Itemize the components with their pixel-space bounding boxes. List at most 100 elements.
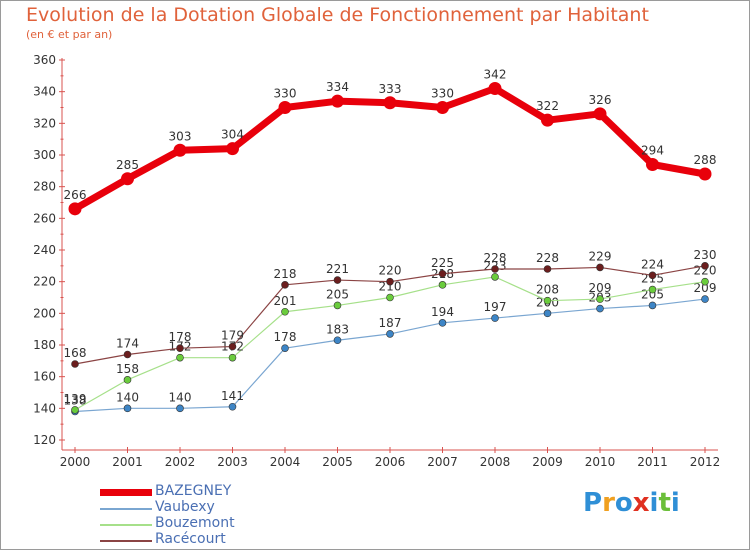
data-label-bazegney: 330: [274, 87, 297, 101]
data-point-vaubexy: [543, 309, 552, 318]
data-label-bouzemont: 208: [536, 283, 559, 297]
data-point-vaubexy: [176, 404, 184, 413]
legend-label-vaubexy: Vaubexy: [155, 499, 215, 515]
data-point-bouzemont: [176, 353, 184, 362]
data-label-bazegney: 266: [64, 188, 87, 202]
data-point-bouzemont: [596, 295, 604, 303]
data-label-vaubexy: 187: [379, 316, 402, 330]
legend-label-bazegney: BAZEGNEY: [155, 483, 232, 499]
data-point-vaubexy: [701, 295, 709, 303]
data-point-bazegney: [646, 158, 659, 171]
logo-letter: P: [583, 488, 603, 518]
legend-label-bouzemont: Bouzemont: [155, 515, 235, 531]
data-point-bazegney: [173, 143, 187, 157]
data-label-rac-court: 221: [326, 262, 349, 276]
y-tick-label: 240: [33, 243, 56, 257]
data-label-rac-court: 228: [536, 251, 559, 265]
legend-swatch-racecourt: [100, 540, 152, 542]
x-tick-label: 2007: [427, 455, 458, 469]
data-point-bouzemont: [228, 353, 237, 362]
data-point-bouzemont: [123, 376, 132, 384]
data-point-bazegney: [121, 172, 134, 186]
x-tick-label: 2010: [585, 455, 616, 469]
x-tick-label: 2012: [690, 455, 721, 469]
data-label-bazegney: 334: [326, 80, 349, 94]
data-label-bazegney: 342: [484, 68, 507, 82]
data-label-rac-court: 224: [641, 257, 664, 271]
data-point-bazegney: [698, 167, 712, 181]
data-point-bouzemont: [386, 293, 394, 302]
data-label-rac-court: 179: [221, 329, 244, 343]
data-label-vaubexy: 183: [326, 322, 349, 336]
data-label-rac-court: 218: [274, 267, 297, 281]
data-label-bazegney: 303: [169, 129, 192, 143]
data-point-rac-court: [543, 265, 552, 273]
data-point-vaubexy: [281, 344, 289, 352]
logo-letter: i: [649, 488, 659, 518]
logo-letter: x: [632, 488, 650, 518]
data-label-bazegney: 330: [431, 87, 454, 101]
x-tick-label: 2011: [637, 455, 668, 469]
data-point-vaubexy: [123, 404, 132, 413]
data-label-vaubexy: 141: [221, 389, 244, 403]
x-tick-label: 2004: [270, 455, 301, 469]
data-point-vaubexy: [333, 336, 342, 345]
data-point-bouzemont: [333, 301, 342, 310]
data-label-vaubexy: 140: [116, 390, 139, 404]
y-tick-label: 320: [33, 116, 56, 130]
data-point-rac-court: [648, 271, 657, 280]
data-point-bazegney: [68, 202, 82, 216]
data-label-bazegney: 304: [221, 128, 244, 142]
y-tick-label: 140: [33, 401, 56, 415]
data-label-rac-court: 229: [589, 249, 612, 263]
logo-letter: r: [602, 488, 615, 518]
y-tick-label: 300: [33, 148, 56, 162]
data-point-rac-court: [386, 277, 394, 286]
data-point-bouzemont: [71, 406, 79, 414]
data-label-rac-court: 220: [379, 264, 402, 278]
logo-letter: t: [658, 488, 671, 518]
data-point-bazegney: [593, 107, 607, 121]
data-label-rac-court: 178: [169, 330, 192, 344]
data-point-vaubexy: [228, 402, 237, 411]
data-point-bazegney: [488, 82, 502, 95]
data-label-bazegney: 322: [536, 99, 559, 113]
x-tick-label: 2009: [532, 455, 563, 469]
data-label-vaubexy: 197: [484, 300, 507, 314]
x-tick-label: 2006: [375, 455, 406, 469]
data-label-bouzemont: 210: [379, 280, 402, 294]
data-label-vaubexy: 138: [64, 394, 87, 408]
y-tick-label: 280: [33, 180, 56, 194]
y-tick-label: 180: [33, 338, 56, 352]
data-point-rac-court: [228, 342, 237, 351]
data-point-bazegney: [541, 113, 554, 127]
data-label-bazegney: 333: [379, 82, 402, 96]
legend-label-racecourt: Racécourt: [155, 531, 226, 547]
x-tick-label: 2000: [60, 455, 91, 469]
data-label-vaubexy: 178: [274, 330, 297, 344]
data-label-bazegney: 294: [641, 144, 664, 158]
data-point-bazegney: [383, 96, 397, 110]
chart-plot: 1381401401411781831871941972002032052091…: [64, 68, 717, 416]
chart-axes: 120 140 160 180 200 220 240 260 280 300 320 340 360 2…: [33, 53, 720, 469]
data-point-vaubexy: [596, 304, 604, 313]
legend-swatch-vaubexy: [100, 508, 152, 510]
data-point-rac-court: [71, 360, 79, 368]
data-point-rac-court: [596, 263, 604, 272]
x-tick-label: 2003: [217, 455, 248, 469]
data-point-bouzemont: [543, 296, 552, 305]
data-label-vaubexy: 194: [431, 305, 454, 319]
data-label-bazegney: 285: [116, 158, 139, 172]
data-label-bouzemont: 139: [64, 392, 87, 406]
data-point-bazegney: [436, 101, 449, 114]
data-point-bouzemont: [438, 281, 447, 289]
y-tick-label: 340: [33, 85, 56, 99]
data-label-vaubexy: 209: [694, 281, 717, 295]
y-tick-label: 120: [33, 433, 56, 447]
data-label-rac-court: 230: [694, 248, 717, 262]
data-point-rac-court: [176, 344, 184, 352]
y-tick-label: 200: [33, 306, 56, 320]
data-label-bouzemont: 205: [326, 287, 349, 301]
data-label-rac-court: 228: [484, 251, 507, 265]
data-point-rac-court: [281, 281, 289, 289]
